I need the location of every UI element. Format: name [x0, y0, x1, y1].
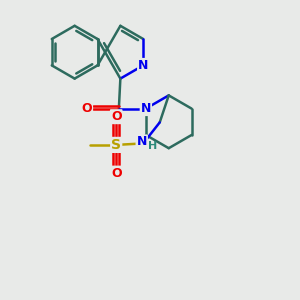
- Text: O: O: [111, 167, 122, 180]
- Text: N: N: [136, 135, 147, 148]
- Text: O: O: [82, 102, 92, 115]
- Text: S: S: [111, 138, 121, 152]
- Text: O: O: [111, 110, 122, 123]
- Text: N: N: [138, 59, 148, 72]
- Text: H: H: [148, 141, 158, 151]
- Text: N: N: [141, 102, 151, 115]
